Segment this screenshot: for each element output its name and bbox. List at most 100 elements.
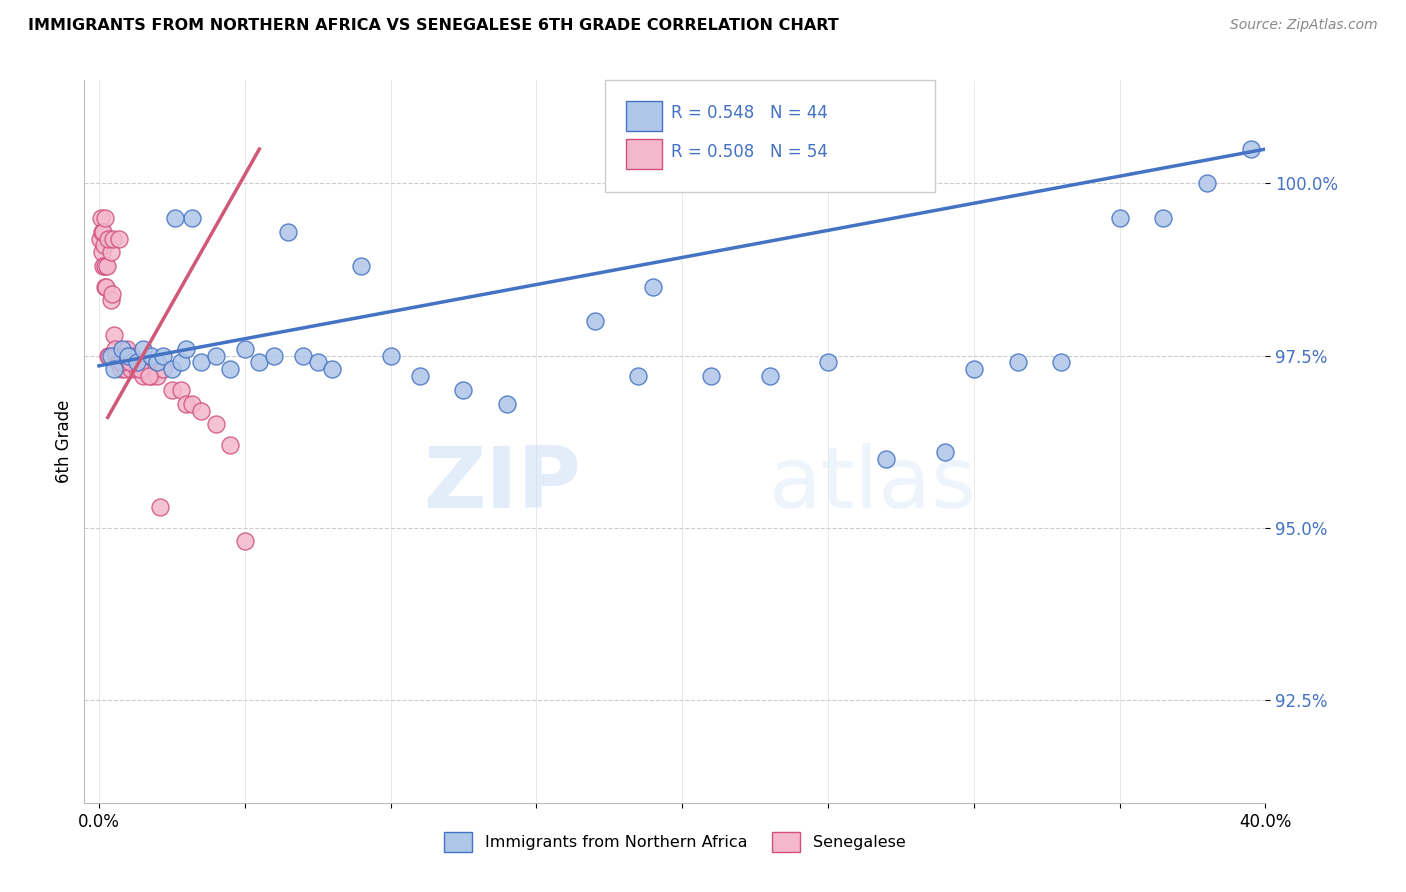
Point bbox=[111, 342, 134, 356]
Point bbox=[149, 500, 172, 514]
Point bbox=[121, 349, 143, 363]
Point bbox=[160, 383, 183, 397]
Point bbox=[103, 327, 125, 342]
Point bbox=[107, 231, 129, 245]
Point bbox=[89, 231, 111, 245]
Point bbox=[176, 397, 198, 411]
Point bbox=[111, 349, 134, 363]
Point bbox=[263, 349, 285, 363]
Text: IMMIGRANTS FROM NORTHERN AFRICA VS SENEGALESE 6TH GRADE CORRELATION CHART: IMMIGRANTS FROM NORTHERN AFRICA VS SENEG… bbox=[28, 18, 839, 33]
Point bbox=[700, 369, 723, 384]
Point bbox=[817, 355, 839, 369]
Point bbox=[125, 362, 148, 376]
Point bbox=[96, 259, 118, 273]
Point bbox=[277, 225, 299, 239]
Point bbox=[190, 355, 212, 369]
Point bbox=[117, 355, 139, 369]
Point bbox=[1007, 355, 1029, 369]
Point bbox=[97, 349, 120, 363]
Point bbox=[963, 362, 986, 376]
Point bbox=[90, 211, 112, 225]
Point bbox=[112, 355, 135, 369]
Text: Source: ZipAtlas.com: Source: ZipAtlas.com bbox=[1230, 18, 1378, 32]
Point bbox=[94, 259, 117, 273]
Text: ZIP: ZIP bbox=[423, 443, 581, 526]
Point bbox=[204, 417, 226, 432]
Point bbox=[233, 534, 256, 549]
Point bbox=[97, 231, 120, 245]
Point bbox=[758, 369, 780, 384]
Point bbox=[934, 445, 956, 459]
Point bbox=[100, 245, 122, 260]
Point bbox=[169, 355, 191, 369]
Point bbox=[219, 362, 242, 376]
Point bbox=[152, 362, 174, 376]
Point bbox=[496, 397, 519, 411]
Point bbox=[641, 279, 664, 293]
Point bbox=[146, 355, 169, 369]
Point bbox=[125, 355, 148, 369]
Point bbox=[100, 293, 122, 308]
Point bbox=[103, 362, 125, 376]
Point bbox=[131, 369, 153, 384]
Point bbox=[117, 349, 139, 363]
Point bbox=[94, 279, 117, 293]
Text: R = 0.508   N = 54: R = 0.508 N = 54 bbox=[671, 143, 828, 161]
Point bbox=[110, 362, 132, 376]
Point bbox=[627, 369, 650, 384]
Legend: Immigrants from Northern Africa, Senegalese: Immigrants from Northern Africa, Senegal… bbox=[436, 824, 914, 860]
Point bbox=[160, 362, 183, 376]
Point bbox=[93, 238, 115, 252]
Point bbox=[91, 225, 114, 239]
Point bbox=[100, 349, 122, 363]
Point bbox=[1240, 142, 1263, 156]
Point bbox=[875, 451, 897, 466]
Point bbox=[131, 342, 153, 356]
Point bbox=[181, 397, 204, 411]
Point bbox=[190, 403, 212, 417]
Point bbox=[118, 355, 141, 369]
Point bbox=[105, 349, 128, 363]
Point bbox=[115, 342, 138, 356]
Point bbox=[96, 279, 118, 293]
Point bbox=[169, 383, 191, 397]
Point bbox=[307, 355, 329, 369]
Point bbox=[94, 211, 117, 225]
Point bbox=[233, 342, 256, 356]
Point bbox=[1050, 355, 1073, 369]
Point bbox=[122, 355, 145, 369]
Point bbox=[90, 245, 112, 260]
Point bbox=[453, 383, 475, 397]
Text: R = 0.548   N = 44: R = 0.548 N = 44 bbox=[671, 104, 828, 122]
Point bbox=[219, 438, 242, 452]
Text: atlas: atlas bbox=[769, 443, 977, 526]
Point bbox=[583, 314, 606, 328]
Point bbox=[141, 369, 163, 384]
Point bbox=[138, 369, 160, 384]
Point bbox=[292, 349, 315, 363]
Point bbox=[152, 349, 174, 363]
Point bbox=[91, 225, 114, 239]
Point bbox=[204, 349, 226, 363]
Point bbox=[163, 211, 186, 225]
Point bbox=[120, 362, 142, 376]
Point bbox=[181, 211, 204, 225]
Point bbox=[104, 342, 127, 356]
Point bbox=[350, 259, 373, 273]
Point bbox=[380, 349, 402, 363]
Point bbox=[128, 362, 150, 376]
Point bbox=[409, 369, 432, 384]
Point bbox=[247, 355, 270, 369]
Point bbox=[91, 259, 114, 273]
Point bbox=[321, 362, 343, 376]
Point bbox=[141, 349, 163, 363]
Point bbox=[1152, 211, 1174, 225]
Point bbox=[1108, 211, 1130, 225]
Point bbox=[98, 349, 121, 363]
Y-axis label: 6th Grade: 6th Grade bbox=[55, 400, 73, 483]
Point bbox=[108, 355, 131, 369]
Point bbox=[146, 369, 169, 384]
Point bbox=[176, 342, 198, 356]
Point bbox=[114, 349, 136, 363]
Point bbox=[114, 362, 136, 376]
